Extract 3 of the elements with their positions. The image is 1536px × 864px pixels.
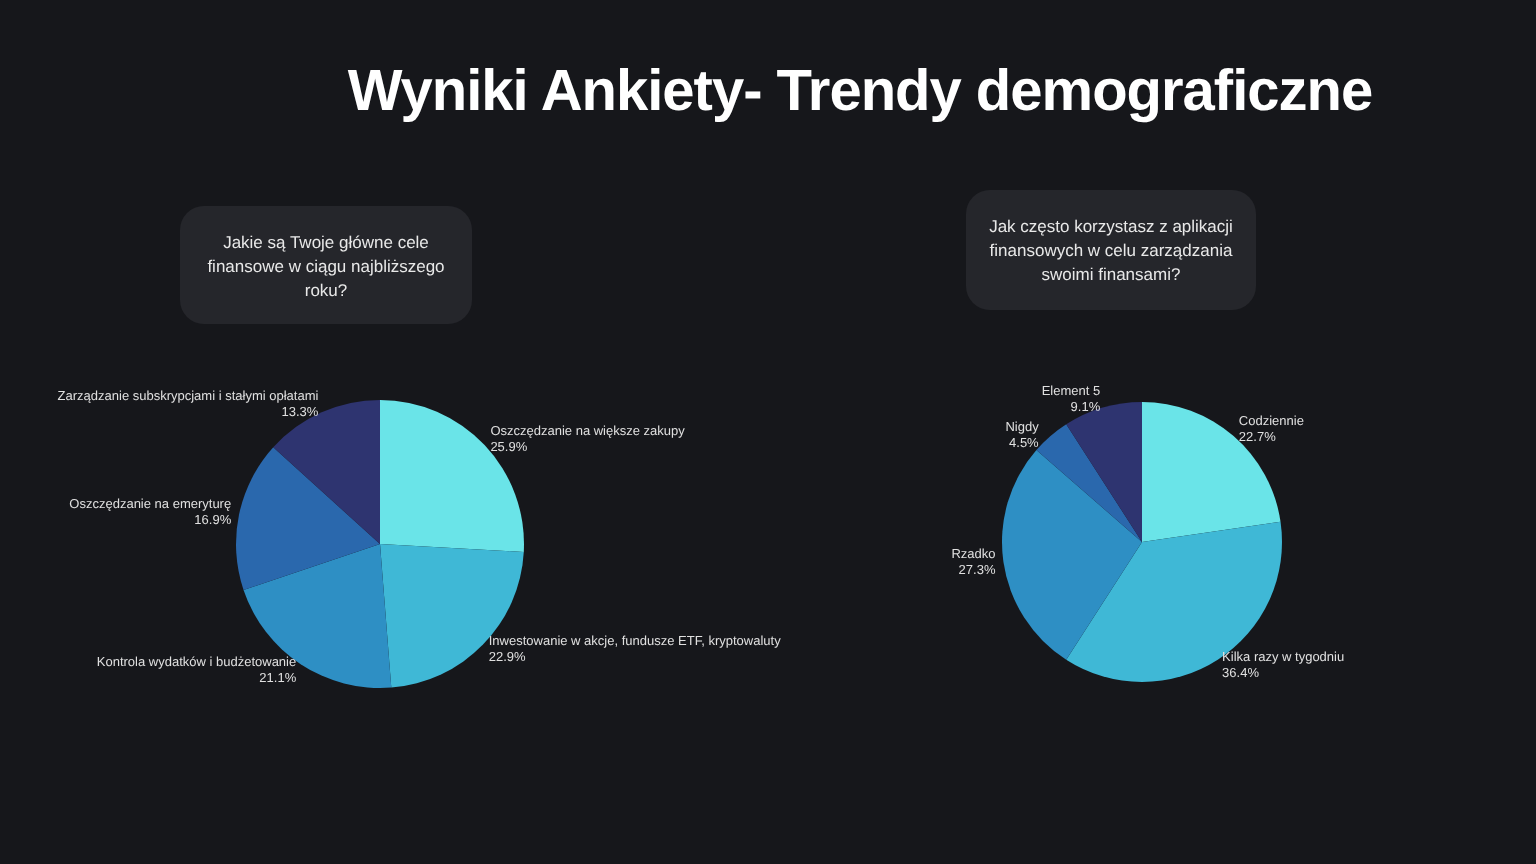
chart-title: Wyniki Ankiety- Trendy demograficzne (345, 60, 1375, 126)
chart-subtitle: Jak często korzystasz z aplikacji finansowych w celu zarządzania swoimi finansami? (966, 190, 1256, 310)
chart-subtitle: Jakie są Twoje główne cele finansowe w ciągu najbliższego roku? (180, 206, 472, 324)
